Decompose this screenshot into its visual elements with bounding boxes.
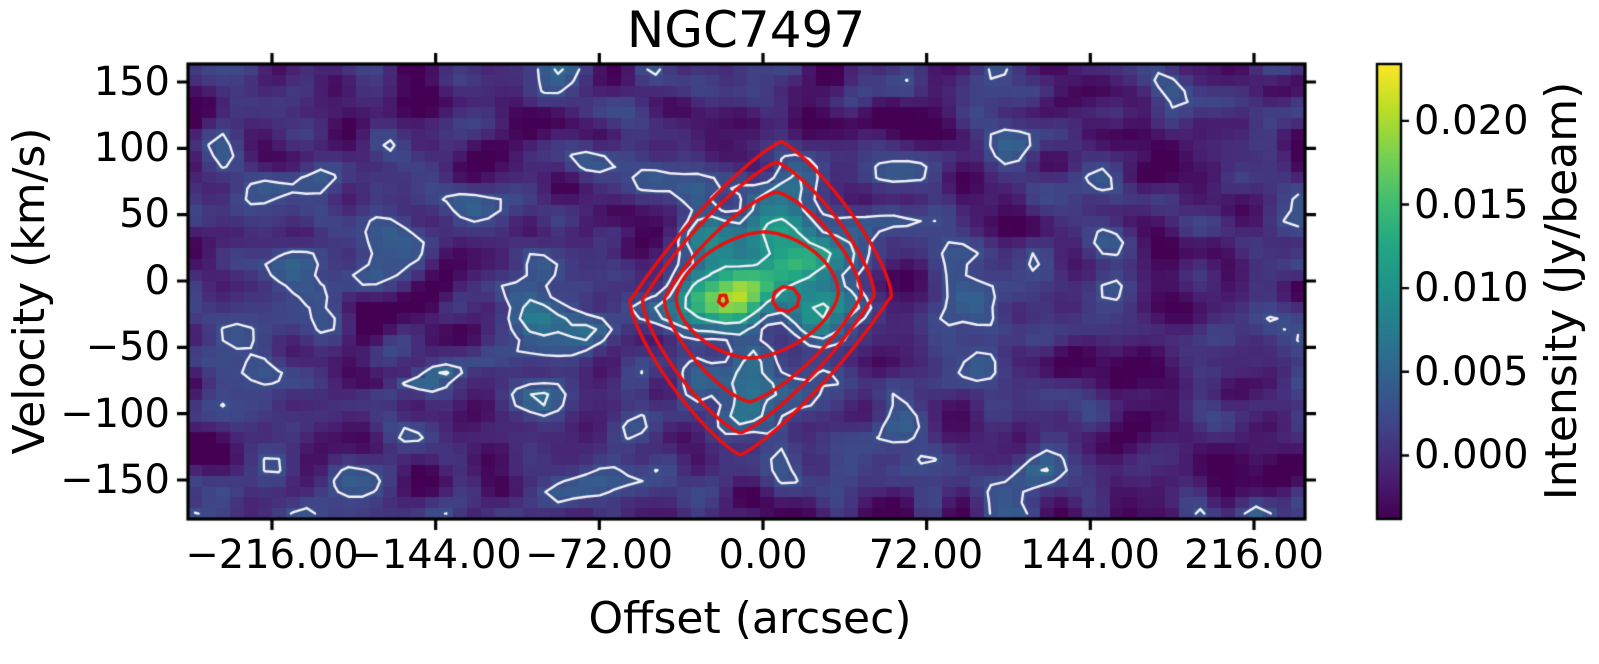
- x-tick-label: 144.00: [1020, 532, 1160, 578]
- colorbar-tick-label: 0.020: [1414, 98, 1529, 144]
- y-tick-label: −50: [85, 324, 170, 370]
- x-tick-label: −72.00: [524, 532, 674, 578]
- colorbar-label: Intensity (Jy/beam): [1536, 81, 1587, 501]
- y-tick-label: −150: [60, 457, 170, 503]
- colorbar-tick-label: 0.015: [1414, 182, 1529, 228]
- y-tick-label: 100: [93, 125, 170, 171]
- x-tick-label: −144.00: [348, 532, 522, 578]
- x-tick-label: 216.00: [1184, 532, 1324, 578]
- x-tick-label: 0.00: [718, 532, 808, 578]
- y-tick-label: 150: [93, 59, 170, 105]
- colorbar-tick-label: 0.005: [1414, 349, 1529, 395]
- x-tick-label: 72.00: [868, 532, 984, 578]
- x-axis-label: Offset (arcsec): [588, 593, 912, 644]
- y-tick-label: 50: [119, 191, 170, 237]
- x-tick-label: −216.00: [185, 532, 359, 578]
- y-tick-label: 0: [144, 258, 170, 304]
- y-tick-label: −100: [60, 391, 170, 437]
- colorbar-tick-label: 0.010: [1414, 265, 1529, 311]
- plot-title: NGC7497: [626, 1, 866, 59]
- colorbar-tick-label: 0.000: [1414, 432, 1529, 478]
